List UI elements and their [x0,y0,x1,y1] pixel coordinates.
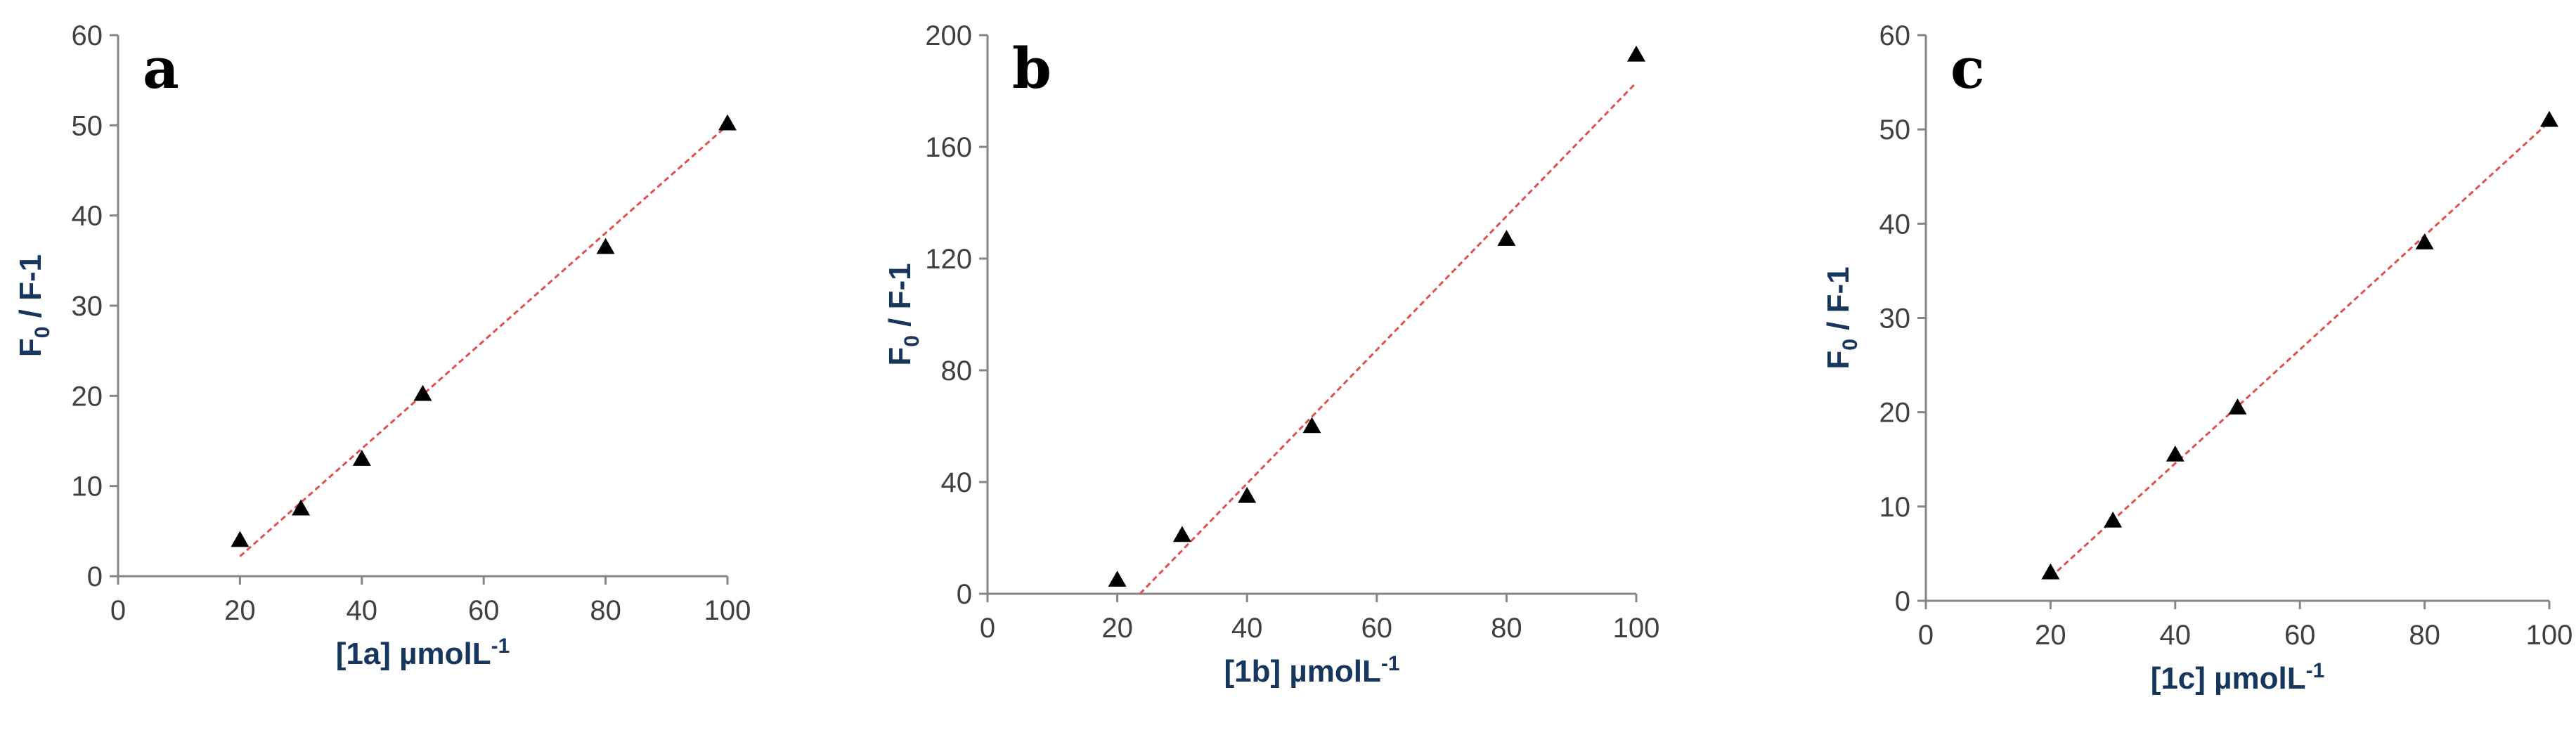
x-axis-label-text: [1a] µmolL [336,637,491,671]
data-point [1108,571,1127,587]
x-axis-label-superscript: -1 [1381,652,1400,675]
y-tick-label: 40 [72,201,103,232]
fit-line [1139,82,1638,595]
panel-letter: a [143,35,179,101]
data-point [2228,398,2247,415]
y-axis-label-rest: / F-1 [1821,266,1856,339]
y-tick-label: 40 [1879,209,1911,240]
x-tick-label: 80 [590,595,621,626]
panel-letter: c [1950,35,1985,101]
y-tick-label: 200 [925,20,972,51]
data-point [1172,526,1191,542]
y-tick-label: 50 [72,110,103,141]
y-axis-label-text: F [1821,351,1856,370]
data-point [1627,45,1645,62]
data-point [2415,233,2434,249]
y-tick-label: 30 [1879,304,1911,334]
x-tick-label: 100 [1613,613,1660,644]
x-axis-label-text: [1b] µmolL [1224,654,1380,689]
x-tick-label: 80 [2409,620,2440,651]
y-axis-label: F0 / F-1 [883,263,924,365]
y-tick-label: 60 [1879,20,1911,51]
y-tick-label: 0 [87,561,103,592]
y-axis-label-text: F [883,347,917,366]
y-axis-label-subscript: 0 [1839,339,1862,351]
y-tick-label: 10 [72,471,103,502]
x-axis-label-superscript: -1 [2306,659,2325,682]
y-tick-label: 30 [72,291,103,322]
y-axis-label-subscript: 0 [31,327,54,339]
y-axis-label-subscript: 0 [900,335,924,347]
x-tick-label: 60 [2284,620,2316,651]
x-tick-label: 0 [980,613,995,644]
y-axis-label-rest: / F-1 [13,254,48,327]
x-tick-label: 20 [224,595,256,626]
y-tick-label: 160 [925,132,972,163]
x-tick-label: 100 [704,595,751,626]
x-axis-label-text: [1c] µmolL [2151,661,2306,696]
data-point [413,384,432,401]
x-tick-label: 0 [110,595,126,626]
y-tick-label: 10 [1879,492,1911,523]
y-tick-label: 20 [72,381,103,412]
y-tick-label: 40 [941,467,973,498]
data-point [231,531,250,547]
x-tick-label: 100 [2526,620,2573,651]
y-tick-label: 80 [941,356,973,386]
y-tick-label: 0 [957,579,972,610]
panel-letter: b [1012,35,1051,101]
y-tick-label: 0 [1895,586,1910,617]
y-tick-label: 120 [925,244,972,275]
data-point [1302,417,1321,434]
data-point [2166,445,2185,462]
fit-line [2050,121,2551,578]
x-tick-label: 0 [1918,620,1934,651]
data-point [2041,563,2060,580]
data-point [718,114,737,131]
y-tick-label: 20 [1879,398,1911,429]
fit-line [239,124,728,557]
data-point [2104,511,2123,528]
x-tick-label: 40 [1231,613,1263,644]
x-tick-label: 60 [468,595,500,626]
x-tick-label: 40 [2160,620,2192,651]
data-point [292,499,311,516]
x-tick-label: 80 [1491,613,1522,644]
x-tick-label: 60 [1361,613,1393,644]
x-axis-label: [1a] µmolL-1 [336,635,510,671]
x-tick-label: 20 [2035,620,2066,651]
y-axis-label: F0 / F-1 [13,254,54,357]
y-tick-label: 50 [1879,115,1911,145]
x-axis-label: [1b] µmolL-1 [1224,652,1399,689]
data-point [596,238,615,254]
y-axis-label: F0 / F-1 [1821,266,1862,369]
y-axis-label-rest: / F-1 [883,263,917,335]
y-tick-label: 60 [72,20,103,51]
data-point [1497,230,1516,246]
data-point [352,450,371,466]
data-point [2540,110,2558,127]
x-axis-label-superscript: -1 [491,635,510,658]
data-point [1238,486,1257,503]
y-axis-label-text: F [13,338,48,357]
x-axis-label: [1c] µmolL-1 [2151,659,2325,696]
x-tick-label: 20 [1101,613,1133,644]
x-tick-label: 40 [347,595,378,626]
panel-b: 0 40 80 120 160 200 0 20 40 60 80 100 b [1b] µmolL-1 F… [883,20,1659,689]
